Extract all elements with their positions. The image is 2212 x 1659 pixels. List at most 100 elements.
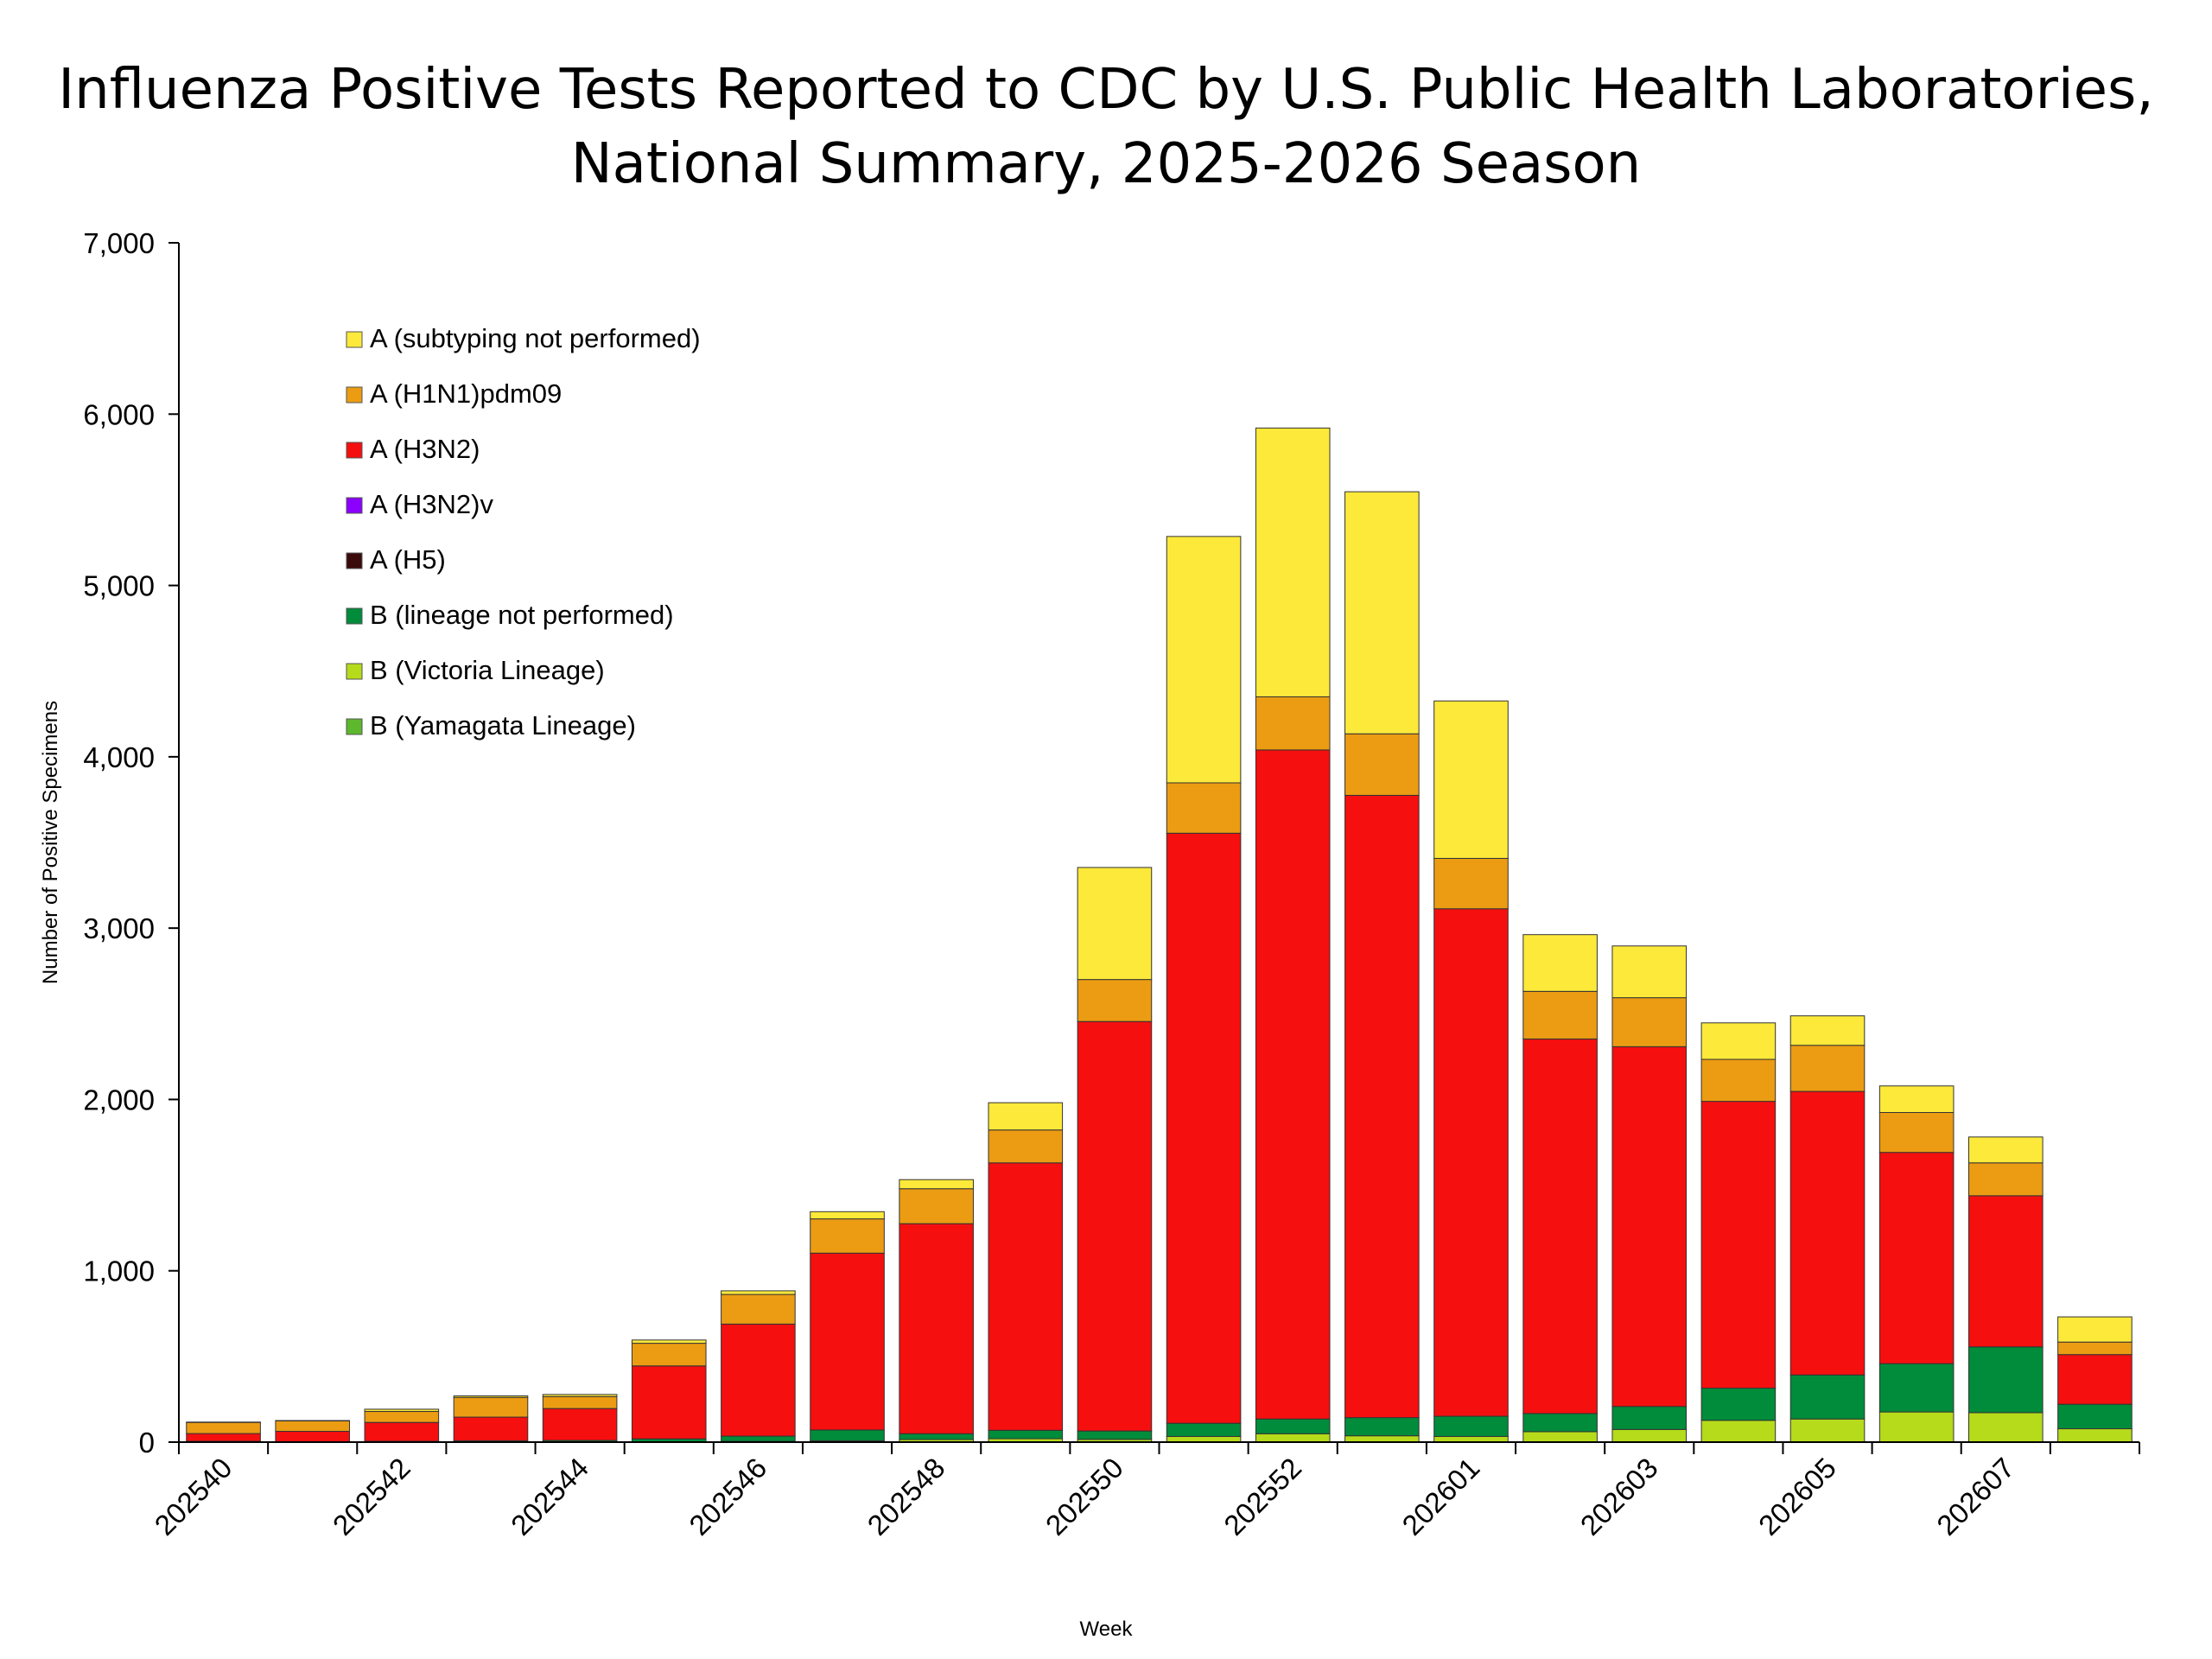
bar-202546-a-subtyping-not-performed- (721, 1290, 796, 1295)
legend-swatch (346, 607, 363, 625)
bar-202548-a-h3n2- (899, 1223, 974, 1434)
bar-202553-b-victoria-lineage- (1344, 1435, 1420, 1443)
bar-202601-a-subtyping-not-performed- (1433, 700, 1509, 859)
bar-202604-a-subtyping-not-performed- (1700, 1022, 1777, 1060)
bar-202602-b-victoria-lineage- (1522, 1431, 1598, 1443)
chart-title-line-1: Influenza Positive Tests Reported to CDC… (58, 58, 2153, 122)
x-tick-label: 202544 (505, 1452, 594, 1541)
bar-202603-a-h1n1-pdm09 (1611, 997, 1688, 1047)
bar-202604-b-victoria-lineage- (1700, 1420, 1777, 1443)
bar-202540-a-h3n2- (186, 1433, 261, 1442)
legend-swatch (346, 497, 363, 514)
bars-layer (186, 427, 2133, 1443)
bar-202549-a-h1n1-pdm09 (988, 1129, 1064, 1164)
bar-202542-a-h3n2- (364, 1421, 440, 1442)
bar-202541-a-h3n2- (275, 1431, 351, 1442)
legend-swatch (346, 442, 363, 459)
bar-202604-a-h1n1-pdm09 (1700, 1058, 1777, 1103)
bar-202550-a-h1n1-pdm09 (1077, 979, 1153, 1022)
legend-label: B (lineage not performed) (370, 600, 674, 630)
bar-202547-a-subtyping-not-performed- (810, 1211, 885, 1220)
bar-202601-b-lineage-not-performed- (1433, 1415, 1509, 1437)
bar-202544-a-h3n2- (542, 1408, 618, 1441)
x-tick-label: 202548 (861, 1452, 951, 1541)
bar-202546-a-h1n1-pdm09 (721, 1294, 796, 1325)
bar-202605-b-victoria-lineage- (1789, 1418, 1866, 1443)
bar-202547-b-lineage-not-performed- (810, 1429, 885, 1441)
y-tick-label: 4,000 (83, 741, 155, 773)
x-tick-label: 202550 (1039, 1452, 1129, 1541)
x-tick-label: 202603 (1574, 1452, 1664, 1541)
bar-202551-a-h3n2- (1166, 832, 1242, 1424)
bar-202545-a-h1n1-pdm09 (631, 1343, 707, 1367)
y-axis-label: Number of Positive Specimens (39, 701, 62, 984)
bar-202606-b-lineage-not-performed- (1878, 1363, 1955, 1413)
bar-202605-a-h3n2- (1789, 1090, 1866, 1376)
bar-202603-a-subtyping-not-performed- (1611, 945, 1688, 999)
bar-202542-a-subtyping-not-performed- (364, 1408, 440, 1413)
bar-202543-a-h3n2- (453, 1416, 529, 1441)
bar-202606-a-h3n2- (1878, 1152, 1955, 1364)
y-tick-label: 6,000 (83, 398, 155, 430)
legend-swatch (346, 718, 363, 735)
bar-202608-b-lineage-not-performed- (2057, 1403, 2133, 1430)
x-tick-label: 202546 (683, 1452, 772, 1541)
x-axis-label: Week (1080, 1618, 1134, 1641)
bar-202546-b-lineage-not-performed- (721, 1435, 796, 1442)
legend-label: B (Victoria Lineage) (370, 655, 605, 685)
bar-202549-b-lineage-not-performed- (988, 1429, 1064, 1440)
x-tick-label: 202607 (1930, 1452, 2020, 1541)
bar-202547-a-h3n2- (810, 1252, 885, 1431)
legend: A (subtyping not performed) A (H1N1)pdm09… (346, 323, 701, 741)
legend-swatch (346, 386, 363, 404)
y-tick-label: 5,000 (83, 570, 155, 602)
x-tick-label: 202601 (1395, 1452, 1485, 1541)
chart-title-line-2: National Summary, 2025-2026 Season (571, 132, 1641, 196)
bar-202602-a-h3n2- (1522, 1038, 1598, 1414)
bar-202546-a-h3n2- (721, 1323, 796, 1437)
bar-202552-a-subtyping-not-performed- (1255, 427, 1331, 697)
bar-202602-a-h1n1-pdm09 (1522, 990, 1598, 1039)
y-tick-label: 2,000 (83, 1084, 155, 1116)
bar-202545-a-h3n2- (631, 1365, 707, 1440)
bar-202541-a-h1n1-pdm09 (275, 1420, 351, 1433)
bar-202542-a-h1n1-pdm09 (364, 1411, 440, 1423)
bar-202550-b-lineage-not-performed- (1077, 1430, 1153, 1440)
legend-label: A (H3N2) (370, 434, 480, 464)
bar-202552-a-h3n2- (1255, 749, 1331, 1420)
legend-label: A (subtyping not performed) (370, 323, 701, 353)
bar-202606-b-victoria-lineage- (1878, 1411, 1955, 1443)
bar-202602-a-subtyping-not-performed- (1522, 934, 1598, 992)
bar-202550-a-subtyping-not-performed- (1077, 867, 1153, 981)
bar-202603-b-victoria-lineage- (1611, 1428, 1688, 1443)
bar-202607-a-subtyping-not-performed- (1967, 1136, 2044, 1164)
bar-202608-a-h3n2- (2057, 1354, 2133, 1405)
x-tick-label: 202542 (327, 1452, 416, 1541)
bar-202547-a-h1n1-pdm09 (810, 1218, 885, 1254)
bar-202540-a-h1n1-pdm09 (186, 1421, 261, 1434)
legend-swatch (346, 663, 363, 680)
bar-202548-b-lineage-not-performed- (899, 1433, 974, 1440)
bar-202544-a-subtyping-not-performed- (542, 1394, 618, 1397)
bar-202607-b-victoria-lineage- (1967, 1412, 2044, 1443)
bar-202607-a-h1n1-pdm09 (1967, 1162, 2044, 1197)
bar-202545-a-subtyping-not-performed- (631, 1339, 707, 1344)
y-tick-label: 1,000 (83, 1255, 155, 1287)
legend-label: A (H3N2)v (370, 489, 493, 519)
bar-202553-a-h3n2- (1344, 794, 1420, 1419)
bar-202551-a-h1n1-pdm09 (1166, 782, 1242, 834)
bar-202601-a-h3n2- (1433, 908, 1509, 1417)
x-tick-label: 202605 (1752, 1452, 1842, 1541)
bar-202608-a-h1n1-pdm09 (2057, 1341, 2133, 1356)
bar-202548-a-subtyping-not-performed- (899, 1179, 974, 1190)
bar-202548-a-h1n1-pdm09 (899, 1188, 974, 1224)
bar-202601-a-h1n1-pdm09 (1433, 857, 1509, 910)
x-tick-label: 202552 (1217, 1452, 1307, 1541)
bar-202543-a-h1n1-pdm09 (453, 1396, 529, 1418)
bar-202605-b-lineage-not-performed- (1789, 1374, 1866, 1420)
bar-202543-a-subtyping-not-performed- (453, 1395, 529, 1398)
x-tick-label: 202540 (148, 1452, 238, 1541)
bar-202606-a-h1n1-pdm09 (1878, 1111, 1955, 1154)
bar-202550-a-h3n2- (1077, 1020, 1153, 1432)
